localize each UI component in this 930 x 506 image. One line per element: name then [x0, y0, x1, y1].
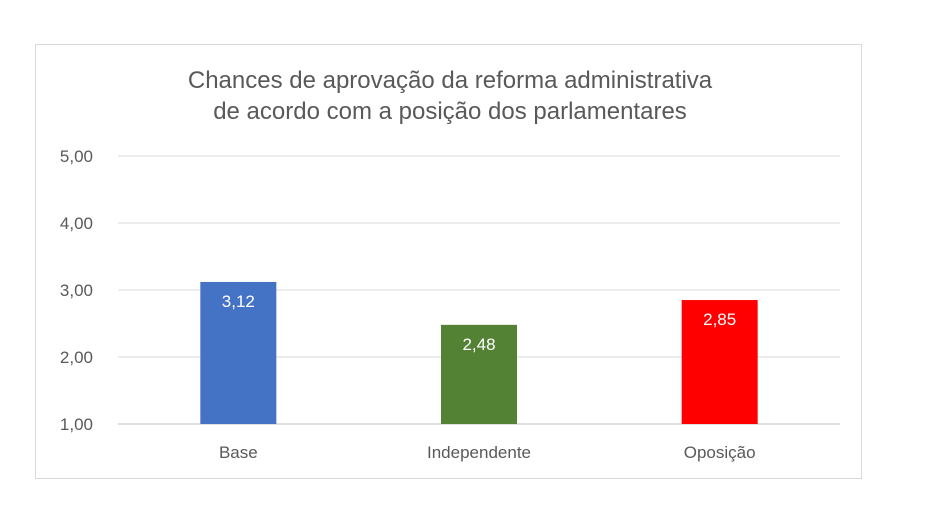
data-label: 2,85 [703, 310, 736, 329]
bar-base [200, 281, 277, 424]
y-tick-label: 5,00 [60, 147, 93, 166]
chart-title-line-2: de acordo com a posição dos parlamentare… [213, 98, 687, 125]
bar-independente [441, 324, 517, 424]
x-tick-label: Independente [427, 443, 531, 462]
x-tick-label: Base [219, 443, 258, 462]
bars [200, 281, 758, 424]
x-axis-tick-labels: Base Independente Oposição [219, 443, 756, 462]
bar-oposição [681, 300, 758, 424]
x-tick-label: Oposição [684, 443, 756, 462]
data-label: 2,48 [462, 335, 495, 354]
data-label: 3,12 [222, 292, 255, 311]
y-axis-tick-labels: 1,00 2,00 3,00 4,00 5,00 [60, 147, 93, 434]
y-tick-label: 2,00 [60, 348, 93, 367]
y-tick-label: 4,00 [60, 214, 93, 233]
y-tick-label: 3,00 [60, 281, 93, 300]
y-tick-label: 1,00 [60, 415, 93, 434]
chart-title: Chances de aprovação da reforma administ… [0, 65, 900, 127]
chart-title-line-1: Chances de aprovação da reforma administ… [187, 67, 713, 94]
data-labels: 3,12 2,48 2,85 [222, 292, 736, 354]
